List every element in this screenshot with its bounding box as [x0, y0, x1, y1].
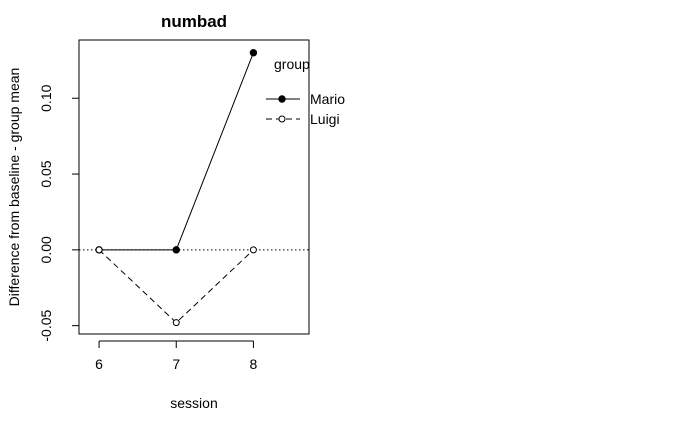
series-layer: [95, 49, 258, 327]
y-axis: -0.05 0.00 0.05 0.10: [38, 84, 79, 342]
legend-label-mario: Mario: [310, 91, 345, 107]
y-tick-label: 0.00: [38, 236, 54, 263]
series-line-mario: [99, 52, 254, 251]
x-tick-label: 8: [250, 356, 258, 372]
legend-marker-luigi: [278, 115, 286, 123]
x-tick-label: 6: [95, 356, 103, 372]
data-point-mario: [172, 246, 180, 254]
y-axis-label: Difference from baseline - group mean: [6, 68, 22, 307]
plot-frame: [78, 39, 310, 335]
data-point-luigi: [172, 319, 180, 327]
data-point-luigi: [95, 246, 103, 254]
legend-title: group: [274, 56, 310, 72]
chart-title: numbad: [161, 12, 227, 31]
x-axis-label: session: [170, 395, 217, 411]
x-axis: 6 7 8: [95, 340, 258, 372]
x-tick-label: 7: [172, 356, 180, 372]
legend-marker-mario: [278, 95, 286, 103]
data-point-luigi: [249, 246, 257, 254]
y-tick-label: 0.05: [38, 160, 54, 187]
y-tick-label: -0.05: [38, 309, 54, 341]
series-line-luigi: [98, 249, 254, 324]
legend: group Mario Luigi: [266, 56, 345, 127]
y-tick-label: 0.10: [38, 84, 54, 111]
data-point-mario: [249, 49, 258, 57]
legend-label-luigi: Luigi: [310, 111, 340, 127]
